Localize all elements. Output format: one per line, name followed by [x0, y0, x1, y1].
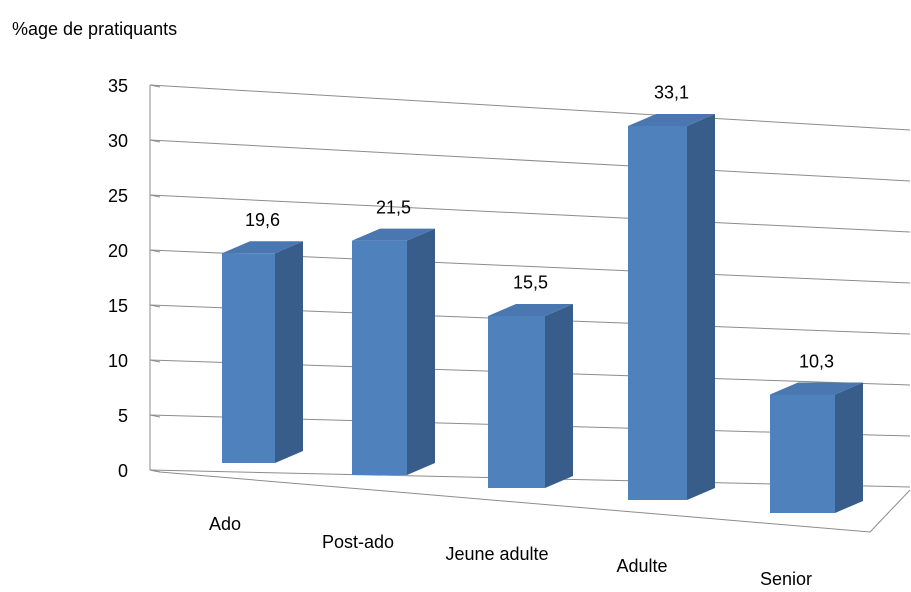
bar-side [407, 228, 435, 475]
tick-mark [149, 469, 161, 473]
tick-mark [149, 359, 161, 363]
bar [488, 315, 545, 488]
y-tick-label: 15 [108, 296, 128, 316]
x-tick-label: Ado [209, 514, 241, 534]
bar-side [687, 113, 715, 500]
tick-mark [149, 139, 161, 143]
bar-side [835, 382, 863, 513]
x-tick-label: Adulte [616, 556, 667, 576]
grid-line [149, 84, 911, 131]
bar-side [545, 303, 573, 488]
y-tick-label: 0 [118, 461, 128, 481]
grid-line [149, 194, 911, 233]
data-label: 15,5 [513, 273, 548, 293]
data-label: 21,5 [376, 197, 411, 217]
data-label: 19,6 [245, 210, 280, 230]
y-tick-label: 35 [108, 76, 128, 96]
tick-mark [149, 194, 161, 198]
y-tick-label: 5 [118, 406, 128, 426]
data-label: 10,3 [799, 351, 834, 371]
bar-top [222, 241, 303, 254]
tick-mark [149, 304, 161, 308]
y-tick-label: 25 [108, 186, 128, 206]
x-tick-label: Senior [760, 569, 812, 589]
bar-top [352, 228, 435, 241]
data-label: 33,1 [654, 83, 689, 103]
tick-mark [149, 249, 161, 253]
x-tick-label: Post-ado [322, 532, 394, 552]
bar [770, 394, 835, 513]
grid-line [149, 139, 911, 182]
bar [628, 125, 687, 500]
bar-top [488, 303, 573, 316]
tick-mark [149, 84, 161, 88]
tick-mark [149, 414, 161, 418]
y-tick-label: 20 [108, 241, 128, 261]
y-tick-label: 10 [108, 351, 128, 371]
bar-top [628, 113, 715, 126]
bar-top [770, 382, 863, 395]
y-tick-label: 30 [108, 131, 128, 151]
x-tick-label: Jeune adulte [445, 544, 548, 564]
bar [352, 240, 407, 475]
bar [222, 253, 275, 463]
chart-title: %age de pratiquants [12, 19, 177, 39]
bar-side [275, 241, 303, 463]
